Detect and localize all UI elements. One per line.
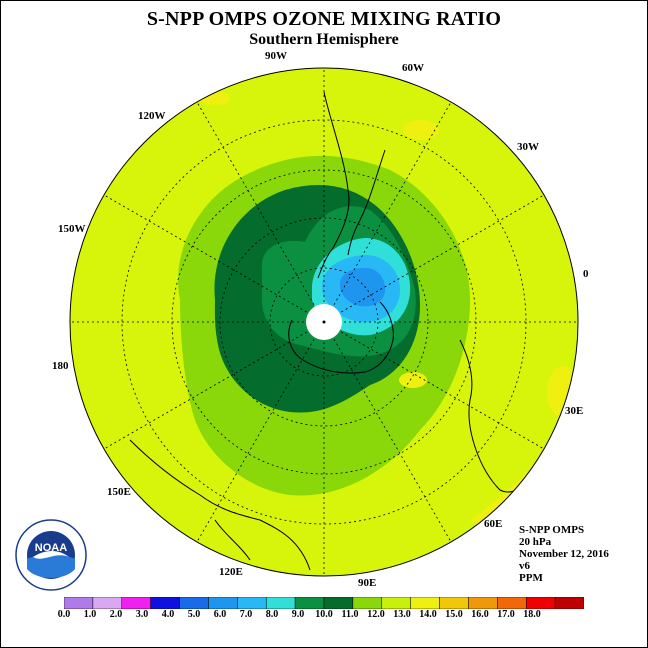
- logo-bird: [33, 551, 69, 559]
- south-america-coast: [317, 91, 350, 279]
- colorbar-tick-label: 14.0: [419, 609, 437, 620]
- lon-label-60w: 60W: [402, 62, 424, 74]
- logo-wave: [27, 554, 75, 578]
- meridian-line: [323, 101, 452, 323]
- colorbar-segment: [150, 597, 180, 609]
- logo-text: NOAA: [35, 542, 67, 554]
- colorbar: [64, 597, 584, 609]
- meridian-line: [323, 321, 452, 543]
- contour-12-13-patch: [403, 120, 439, 140]
- colorbar-segment: [468, 597, 498, 609]
- colorbar-tick-label: 0.0: [57, 609, 71, 620]
- australia-coast: [214, 519, 251, 561]
- meridian-line: [103, 194, 325, 323]
- map-subtitle: Southern Hemisphere: [249, 31, 399, 48]
- colorbar-segment: [352, 597, 383, 609]
- coastlines: [129, 91, 576, 571]
- map-boundary: [69, 67, 579, 577]
- info-units: PPM: [519, 572, 543, 584]
- australia-coast: [129, 439, 311, 571]
- colorbar-segment: [381, 597, 411, 609]
- colorbar-tick-label: 9.0: [291, 609, 305, 620]
- colorbar-tick-label: 16.0: [471, 609, 489, 620]
- info-block: S-NPP OMPS 20 hPa November 12, 2016 v6 P…: [519, 524, 609, 584]
- colorbar-segment: [265, 597, 296, 609]
- lon-label-30w: 30W: [517, 141, 539, 153]
- south-america-coast: [347, 149, 386, 256]
- colorbar-tick-label: 12.0: [367, 609, 385, 620]
- lon-label-150w: 150W: [58, 223, 86, 235]
- meridian-line: [196, 101, 325, 323]
- colorbar-tick-label: 11.0: [341, 609, 359, 620]
- colorbar-segment: [323, 597, 354, 609]
- colorbar-segment: [410, 597, 440, 609]
- colorbar-segment: [237, 597, 267, 609]
- contour-12-patch: [399, 372, 427, 388]
- lon-label-180: 180: [52, 360, 69, 372]
- contour-5-6: [340, 267, 386, 307]
- colorbar-tick-label: 17.0: [497, 609, 515, 620]
- colorbar-segment: [525, 597, 556, 609]
- info-level: 20 hPa: [519, 536, 552, 548]
- lon-label-90e: 90E: [358, 577, 377, 589]
- colorbar-tick-label: 1.0: [83, 609, 97, 620]
- meridian-line: [323, 194, 545, 323]
- colorbar-segment: [439, 597, 469, 609]
- lon-label-90w: 90W: [265, 50, 287, 62]
- south-pole-marker: [322, 320, 326, 324]
- lon-label-30e: 30E: [565, 405, 584, 417]
- colorbar-tick-label: 13.0: [393, 609, 411, 620]
- colorbar-tick-label: 18.0: [523, 609, 541, 620]
- colorbar-segment: [121, 597, 151, 609]
- colorbar-tick-label: 3.0: [135, 609, 149, 620]
- ozone-field: [70, 68, 578, 576]
- colorbar-segment: [294, 597, 325, 609]
- lon-label-150e: 150E: [107, 486, 131, 498]
- info-date: November 12, 2016: [519, 548, 609, 560]
- colorbar-tick-label: 7.0: [239, 609, 253, 620]
- colorbar-segment: [208, 597, 238, 609]
- colorbar-segment: [554, 597, 584, 609]
- meridian-line: [323, 321, 545, 450]
- colorbar-tick-label: 10.0: [315, 609, 333, 620]
- antarctica-coast: [288, 301, 394, 374]
- meridians: [70, 68, 578, 576]
- colorbar-segment: [92, 597, 123, 609]
- latitude-circle: [219, 217, 429, 427]
- colorbar-tick-label: 5.0: [187, 609, 201, 620]
- latitude-circle: [269, 267, 379, 377]
- meridian-line: [103, 321, 325, 450]
- info-instrument: S-NPP OMPS: [519, 524, 585, 536]
- colorbar-tick-label: 8.0: [265, 609, 279, 620]
- colorbar-segment: [179, 597, 209, 609]
- map-title: S-NPP OMPS OZONE MIXING RATIO: [146, 8, 502, 30]
- lon-label-60e: 60E: [484, 518, 503, 530]
- colorbar-tick-label: 4.0: [161, 609, 175, 620]
- info-version: v6: [519, 560, 530, 572]
- meridian-line: [196, 321, 325, 543]
- graticule: [70, 68, 578, 576]
- colorbar-tick-label: 6.0: [213, 609, 227, 620]
- lon-label-120w: 120W: [138, 110, 166, 122]
- noaa-logo: NOAA: [15, 519, 87, 591]
- colorbar-tick-label: 2.0: [109, 609, 123, 620]
- colorbar-segment: [497, 597, 527, 609]
- colorbar-tick-label: 15.0: [445, 609, 463, 620]
- lon-label-120e: 120E: [219, 566, 243, 578]
- colorbar-segment: [64, 597, 94, 609]
- lon-label-0: 0: [583, 268, 589, 280]
